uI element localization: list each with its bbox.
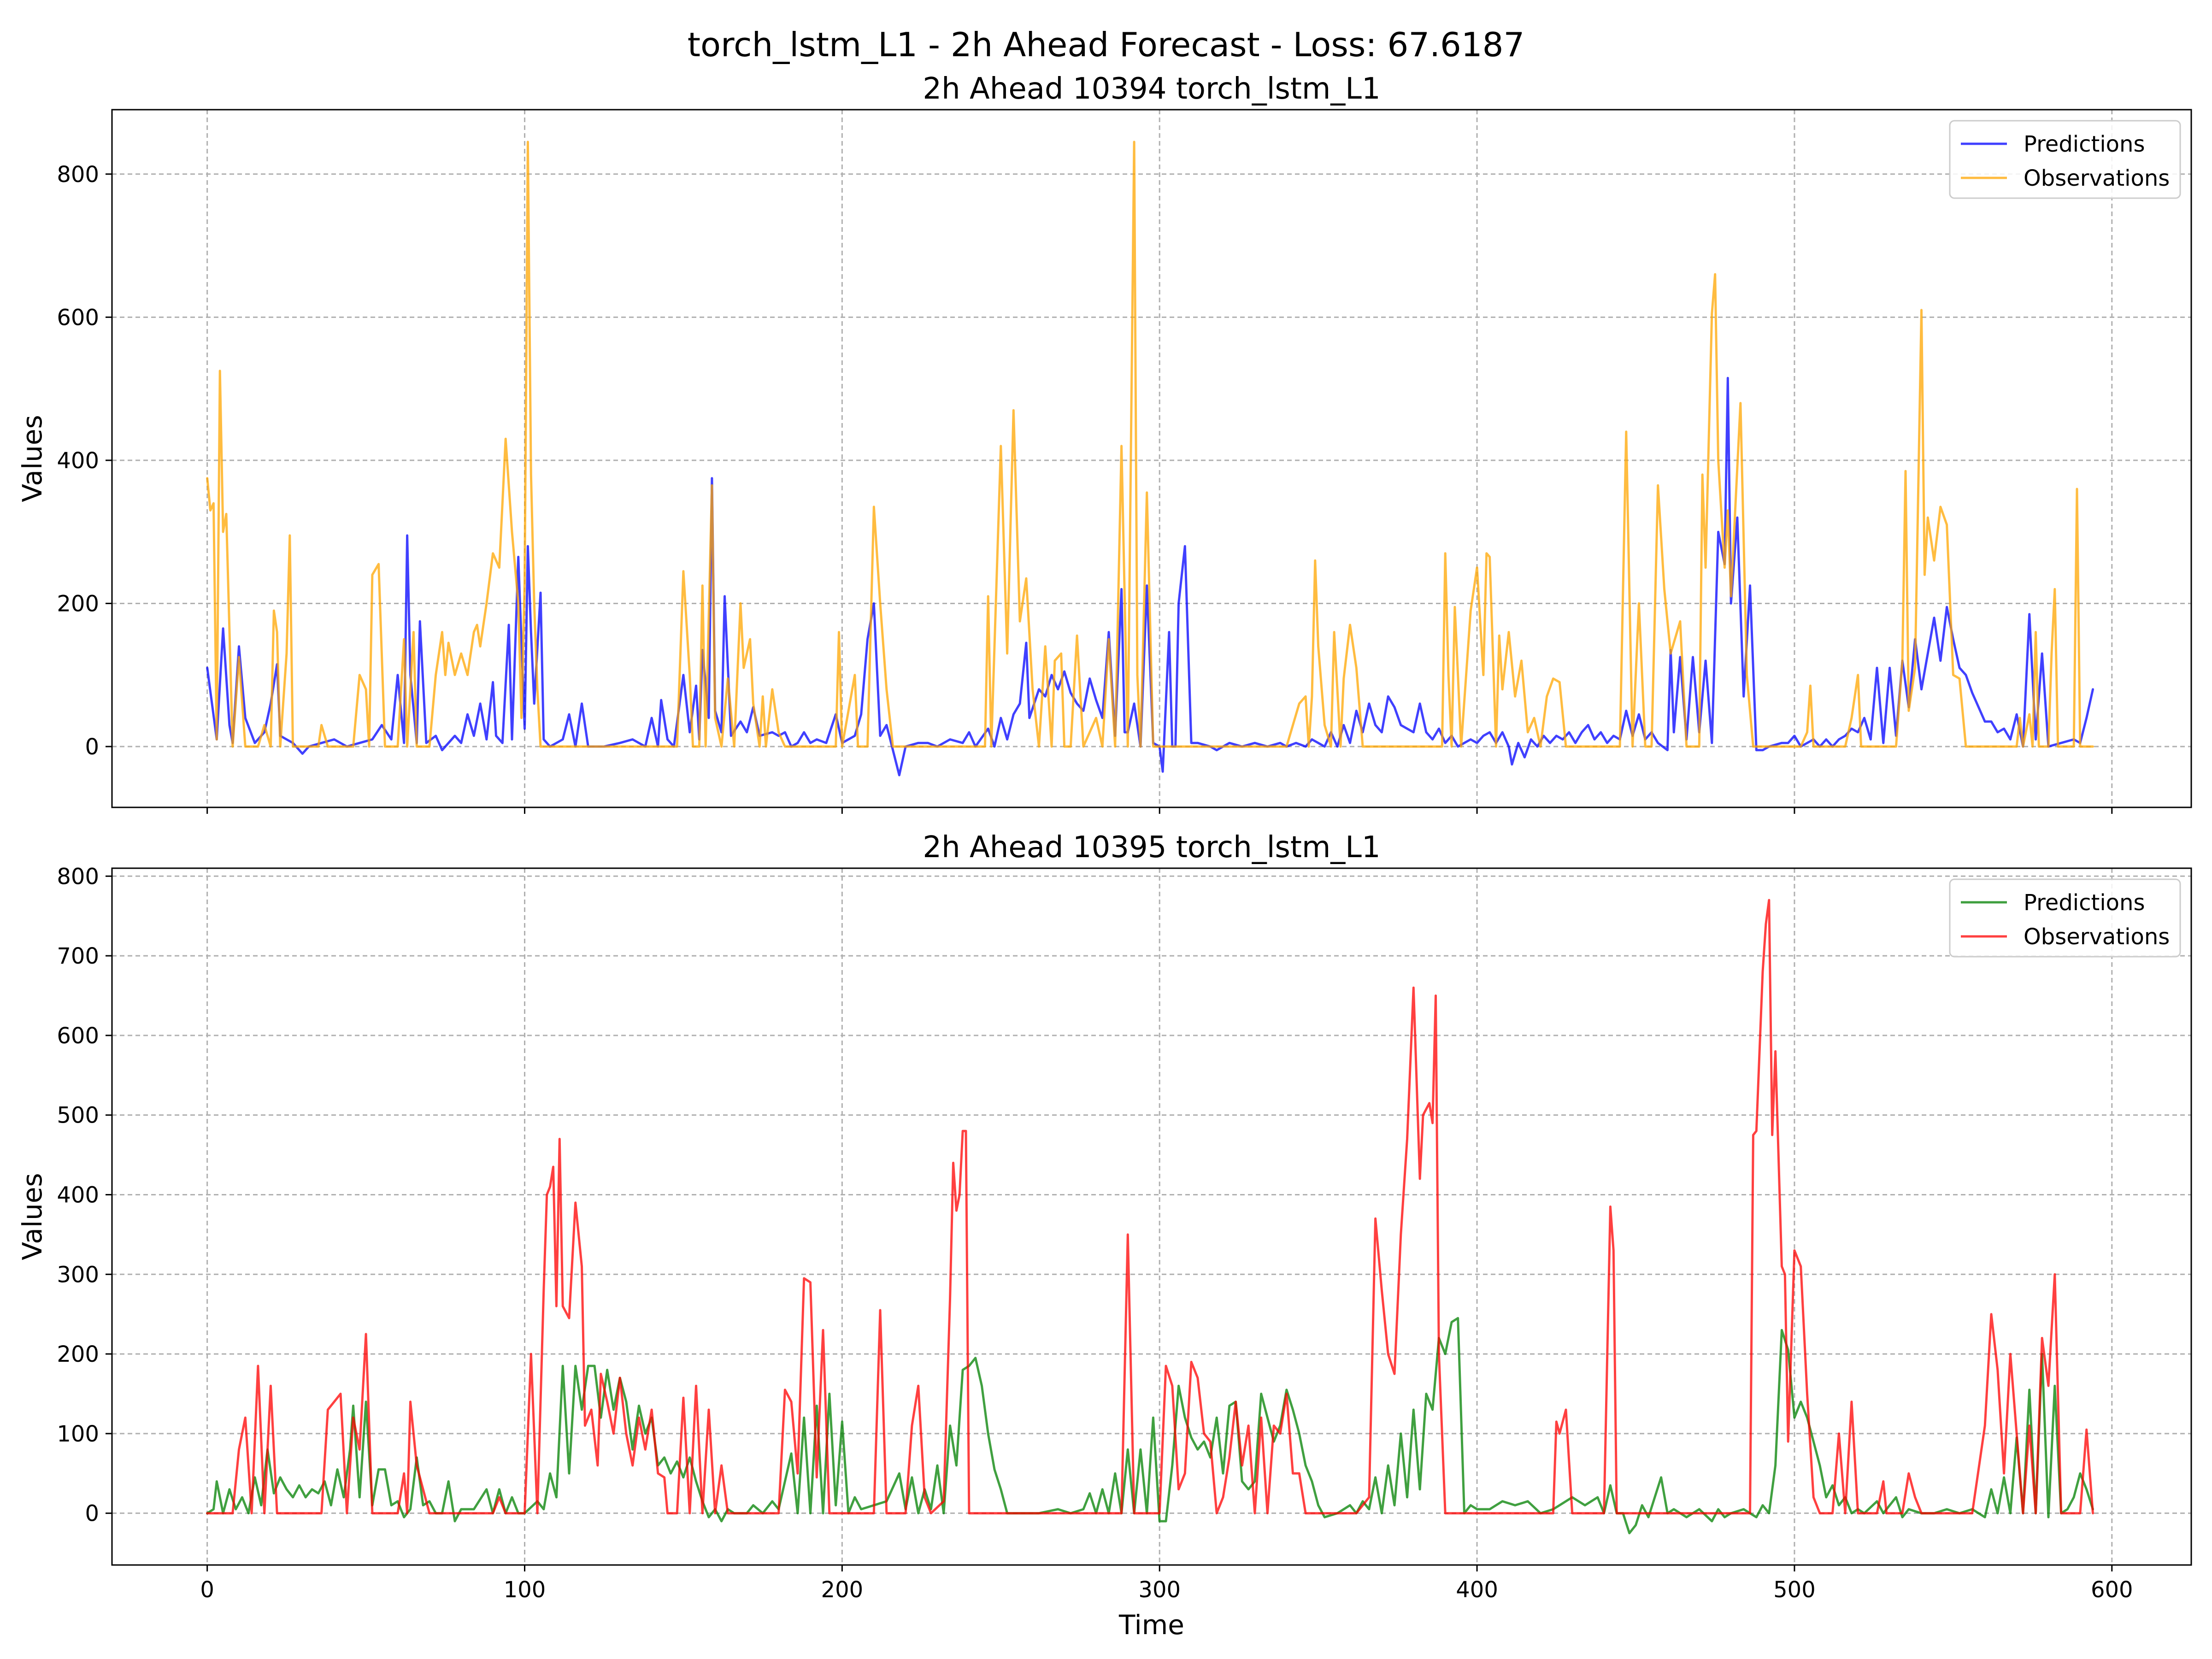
legend-label: Observations — [2024, 165, 2170, 191]
y-tick-label: 200 — [57, 591, 99, 617]
x-tick-label: 400 — [1456, 1577, 1498, 1603]
x-tick-label: 100 — [504, 1577, 546, 1603]
figure-suptitle: torch_lstm_L1 - 2h Ahead Forecast - Loss… — [688, 25, 1525, 64]
x-tick-label: 300 — [1138, 1577, 1181, 1603]
y-tick-label: 300 — [57, 1262, 99, 1288]
y-tick-label: 500 — [57, 1103, 99, 1129]
y-tick-label: 800 — [57, 864, 99, 889]
x-tick-label: 600 — [2091, 1577, 2133, 1603]
series-line-observations — [206, 141, 2094, 748]
plot-frame — [111, 109, 2192, 808]
panel-top: 0 200 400 600 800 2h Ahead 10394 torch_lstm_L… — [17, 72, 2192, 814]
y-tick-label: 400 — [57, 1182, 99, 1208]
y-tick-label: 100 — [57, 1421, 99, 1447]
x-axis-label: Time — [1118, 1609, 1184, 1641]
y-tick-label: 600 — [57, 305, 99, 330]
y-tick-label: 0 — [85, 1501, 99, 1527]
legend-label: Observations — [2024, 924, 2170, 950]
y-tick-label: 800 — [57, 162, 99, 188]
y-axis-label: Values — [17, 1173, 48, 1260]
y-tick-label: 700 — [57, 943, 99, 969]
series-line-observations — [206, 899, 2094, 1515]
panel-bottom: 0 100 200 300 400 500 600 0 100 200 300 400 500 600 70… — [17, 830, 2192, 1641]
y-tick-label: 400 — [57, 448, 99, 474]
y-axis-label: Values — [17, 415, 48, 502]
legend-box — [1949, 120, 2181, 199]
x-tick-label: 500 — [1773, 1577, 1816, 1603]
y-tick-label: 0 — [85, 734, 99, 760]
x-tick-label: 0 — [200, 1577, 214, 1603]
legend-label: Predictions — [2024, 131, 2145, 157]
panel-title: 2h Ahead 10394 torch_lstm_L1 — [923, 72, 1380, 106]
legend: Predictions Observations — [1949, 878, 2181, 958]
panel-title: 2h Ahead 10395 torch_lstm_L1 — [923, 830, 1380, 865]
plot-frame — [111, 867, 2192, 1566]
legend: Predictions Observations — [1949, 120, 2181, 199]
legend-label: Predictions — [2024, 890, 2145, 916]
series-line-predictions — [206, 1317, 2094, 1535]
legend-box — [1949, 878, 2181, 958]
y-tick-label: 600 — [57, 1023, 99, 1049]
y-tick-label: 200 — [57, 1341, 99, 1367]
x-tick-label: 200 — [821, 1577, 864, 1603]
series-line-predictions — [206, 377, 2094, 777]
